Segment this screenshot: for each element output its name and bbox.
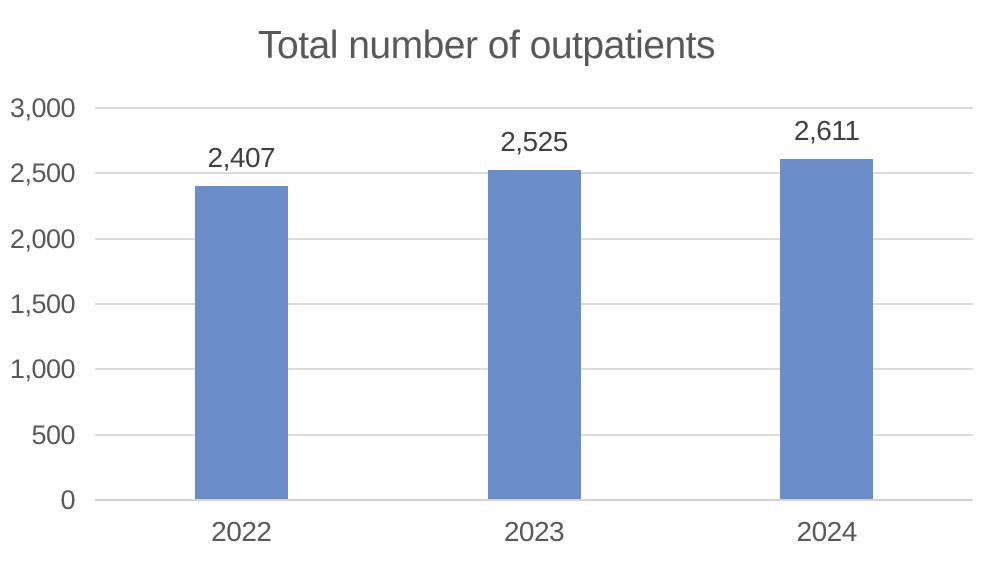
x-tick-label: 2022 [211,516,272,547]
y-tick-label: 0 [60,485,75,515]
bar [780,158,874,500]
gridline [95,107,973,109]
y-tick-label: 2,000 [9,223,76,254]
x-axis: 2022 2023 2024 [95,506,973,552]
bar-value-label: 2,611 [793,114,860,146]
bar-value-label: 2,525 [500,126,568,158]
bar [487,170,581,500]
plot-area: 2,407 2,525 2,611 [95,107,973,501]
y-axis: 0 500 1,000 1,500 2,000 2,500 3,000 [0,93,76,515]
y-tick-label: 3,000 [9,93,76,123]
bar-value-label: 2,407 [207,141,276,173]
x-tick-label: 2024 [796,516,858,547]
x-tick-label: 2023 [503,516,565,547]
y-tick-label: 1,500 [9,289,76,319]
x-axis-line [95,499,973,501]
bar [194,185,288,500]
chart-title: Total number of outpatients [258,24,715,67]
y-tick-label: 1,000 [9,354,76,385]
y-tick-label: 500 [31,419,75,450]
y-tick-label: 2,500 [9,158,76,189]
